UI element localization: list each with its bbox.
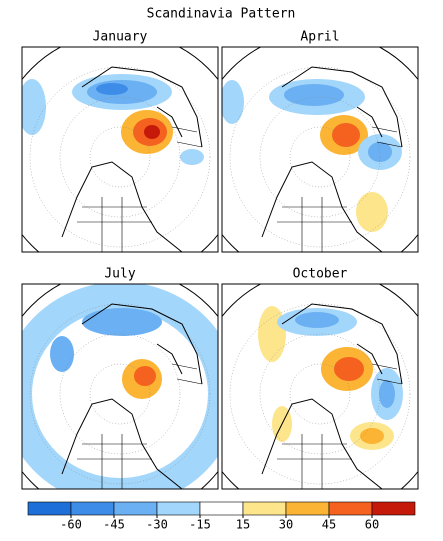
latitude-circle — [289, 363, 351, 425]
map-panel — [21, 46, 219, 253]
latitude-circle — [89, 126, 151, 188]
anomaly-contour — [82, 308, 162, 336]
coastline — [61, 66, 203, 252]
anomaly-contour — [258, 306, 286, 362]
latitude-circle — [89, 363, 151, 425]
colorbar-tick-label: 60 — [365, 518, 379, 532]
map-area — [222, 47, 418, 252]
anomaly-contour — [295, 312, 339, 328]
colorbar-segment — [27, 501, 72, 516]
panel-frame — [221, 46, 419, 253]
colorbar-tick-label: -45 — [103, 518, 125, 532]
anomaly-contour — [144, 125, 160, 139]
colorbar-segment — [113, 501, 158, 516]
anomaly-contour — [50, 336, 74, 372]
map-disk — [222, 284, 418, 489]
anomaly-contour — [334, 357, 364, 381]
colorbar-segment — [156, 501, 201, 516]
latitude-circle — [259, 96, 381, 218]
latitude-circle — [289, 126, 351, 188]
colorbar-tick-label: -60 — [60, 518, 82, 532]
map-area — [222, 284, 418, 489]
latitude-circle — [59, 333, 181, 455]
panels: January April July October — [21, 30, 419, 490]
colorbar-segment — [242, 501, 287, 516]
colorbar-tick-label: 15 — [236, 518, 250, 532]
latitude-circle — [229, 303, 411, 485]
colorbar-tick-label: -15 — [189, 518, 211, 532]
panel-title: January — [93, 30, 148, 45]
borders — [77, 126, 203, 252]
map-area — [22, 47, 218, 252]
figure-title: Scandinavia Pattern — [147, 7, 296, 22]
anomaly-contour — [96, 83, 128, 95]
coastline — [61, 303, 203, 489]
anomaly-contour — [180, 149, 204, 165]
anomaly-contour — [356, 192, 388, 232]
latitude-circle — [29, 303, 211, 485]
colorbar-segment — [285, 501, 330, 516]
colorbar-segment — [70, 501, 115, 516]
map-panel — [221, 283, 419, 490]
anomaly-contour — [379, 380, 395, 408]
map-disk — [22, 47, 218, 252]
colorbar-segment — [199, 501, 244, 516]
panel-frame — [21, 283, 219, 490]
latitude-circle — [259, 333, 381, 455]
colorbar-segment — [328, 501, 373, 516]
map-disk — [222, 47, 418, 252]
panel-title: October — [293, 267, 348, 282]
anomaly-contour — [368, 142, 392, 162]
latitude-circle — [29, 66, 211, 248]
panel-title: July — [104, 267, 135, 282]
colorbar-tick-label: -30 — [146, 518, 168, 532]
colorbar: -60 -45 -30 -15 15 30 45 60 — [27, 501, 416, 532]
map-panel — [21, 283, 219, 490]
map-panel — [221, 46, 419, 253]
coastline — [261, 66, 403, 252]
anomaly-contour — [22, 79, 46, 135]
colorbar-tick-label: 45 — [322, 518, 336, 532]
coastline — [261, 303, 403, 489]
colorbar-segment — [371, 501, 416, 516]
map-area — [22, 284, 218, 489]
panel-title: April — [300, 30, 339, 45]
borders — [277, 126, 403, 252]
borders — [77, 363, 203, 489]
anomaly-contour — [134, 366, 156, 386]
latitude-circle — [59, 96, 181, 218]
anomaly-contour — [332, 123, 360, 147]
latitude-circle — [229, 66, 411, 248]
anomaly-contour — [284, 84, 344, 106]
borders — [277, 363, 403, 489]
anomaly-contour — [222, 80, 244, 124]
anomaly-contour — [360, 428, 384, 444]
panel-frame — [221, 283, 419, 490]
colorbar-tick-label: 30 — [279, 518, 293, 532]
panel-frame — [21, 46, 219, 253]
